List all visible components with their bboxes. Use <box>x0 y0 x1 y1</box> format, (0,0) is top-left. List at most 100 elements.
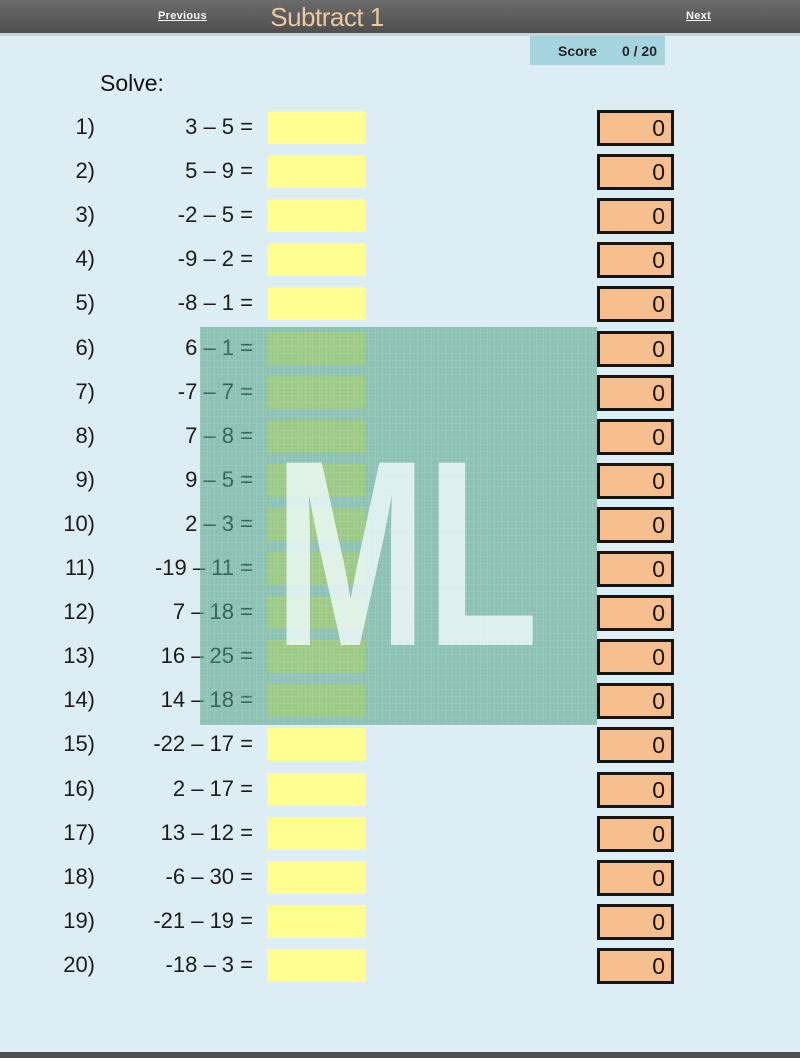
problem-number: 9) <box>75 466 95 492</box>
problem-expression: 13 – 12 = <box>160 819 253 845</box>
result-box: 0 <box>597 947 674 984</box>
problem-expression: 5 – 9 = <box>185 158 253 184</box>
result-box: 0 <box>597 242 674 279</box>
answer-input[interactable] <box>267 419 366 453</box>
score-value: 0 / 20 <box>621 42 657 59</box>
problem-row: 10) 2 – 3 = 0 <box>0 506 800 543</box>
problem-row: 18) -6 – 30 = 0 <box>0 859 800 896</box>
answer-input[interactable] <box>267 948 366 982</box>
problem-expression: -9 – 2 = <box>177 246 253 272</box>
problem-number: 3) <box>75 202 95 228</box>
problem-row: 11) -19 – 11 = 0 <box>0 551 800 587</box>
answer-input[interactable] <box>267 507 366 541</box>
score-panel: Score 0 / 20 <box>530 36 665 65</box>
answer-input[interactable] <box>267 155 366 189</box>
problem-number: 13) <box>63 643 95 669</box>
problem-row: 8) 7 – 8 = 0 <box>0 418 800 455</box>
answer-input[interactable] <box>267 772 366 806</box>
result-box: 0 <box>597 815 674 852</box>
problem-expression: -21 – 19 = <box>153 907 253 933</box>
problem-expression: 7 – 8 = <box>185 422 253 448</box>
problem-number: 10) <box>63 510 95 536</box>
page-title: Subtract 1 <box>270 2 384 32</box>
result-box: 0 <box>597 595 674 632</box>
answer-input[interactable] <box>267 111 366 144</box>
next-button[interactable]: Next <box>686 10 712 22</box>
result-box: 0 <box>597 110 674 146</box>
problem-row: 15) -22 – 17 = 0 <box>0 727 800 764</box>
problem-expression: 7 – 18 = <box>172 599 253 625</box>
answer-input[interactable] <box>267 243 366 277</box>
problem-number: 2) <box>75 158 95 184</box>
problem-expression: 14 – 18 = <box>160 687 253 713</box>
result-box: 0 <box>597 506 674 543</box>
solve-heading: Solve: <box>100 70 164 96</box>
result-box: 0 <box>597 727 674 764</box>
result-box: 0 <box>597 462 674 499</box>
answer-input[interactable] <box>267 728 366 762</box>
problem-expression: -8 – 1 = <box>177 290 253 316</box>
problem-number: 14) <box>63 687 95 713</box>
answer-input[interactable] <box>267 463 366 497</box>
problem-row: 16) 2 – 17 = 0 <box>0 771 800 808</box>
answer-input[interactable] <box>267 331 366 365</box>
problem-row: 4) -9 – 2 = 0 <box>0 242 800 279</box>
problem-row: 1) 3 – 5 = 0 <box>0 110 800 146</box>
problem-row: 19) -21 – 19 = 0 <box>0 903 800 940</box>
problem-number: 18) <box>63 863 95 889</box>
problem-expression: -22 – 17 = <box>153 731 253 757</box>
answer-input[interactable] <box>267 684 366 718</box>
problem-expression: -2 – 5 = <box>177 202 253 228</box>
problem-number: 4) <box>75 246 95 272</box>
score-label: Score <box>558 42 597 59</box>
problem-row: 3) -2 – 5 = 0 <box>0 198 800 235</box>
header-bar: Previous Subtract 1 Next <box>0 0 800 36</box>
problem-row: 12) 7 – 18 = 0 <box>0 595 800 632</box>
result-box: 0 <box>597 286 674 323</box>
problem-row: 14) 14 – 18 = 0 <box>0 683 800 720</box>
result-box: 0 <box>597 154 674 191</box>
problem-row: 7) -7 – 7 = 0 <box>0 374 800 411</box>
problem-number: 17) <box>63 819 95 845</box>
problem-number: 5) <box>75 290 95 316</box>
problem-expression: 2 – 17 = <box>172 775 253 801</box>
footer-bar <box>0 1052 800 1058</box>
problem-expression: 16 – 25 = <box>160 643 253 669</box>
previous-button[interactable]: Previous <box>158 10 207 22</box>
result-box: 0 <box>597 859 674 896</box>
problem-number: 8) <box>75 422 95 448</box>
problem-row: 5) -8 – 1 = 0 <box>0 286 800 323</box>
problem-expression: -6 – 30 = <box>165 863 253 889</box>
problem-expression: 9 – 5 = <box>185 466 253 492</box>
result-box: 0 <box>597 639 674 676</box>
problem-number: 6) <box>75 334 95 360</box>
answer-input[interactable] <box>267 552 366 585</box>
problem-number: 7) <box>75 378 95 404</box>
answer-input[interactable] <box>267 640 366 674</box>
problem-number: 16) <box>63 775 95 801</box>
result-box: 0 <box>597 330 674 367</box>
problem-expression: -19 – 11 = <box>154 555 253 580</box>
result-box: 0 <box>597 551 674 587</box>
problem-number: 15) <box>63 731 95 757</box>
problem-row: 17) 13 – 12 = 0 <box>0 815 800 852</box>
answer-input[interactable] <box>267 816 366 850</box>
problem-row: 13) 16 – 25 = 0 <box>0 639 800 676</box>
problem-number: 11) <box>64 555 95 580</box>
result-box: 0 <box>597 198 674 235</box>
result-box: 0 <box>597 418 674 455</box>
answer-input[interactable] <box>267 287 366 321</box>
problem-row: 9) 9 – 5 = 0 <box>0 462 800 499</box>
answer-input[interactable] <box>267 199 366 233</box>
problem-row: 20) -18 – 3 = 0 <box>0 947 800 984</box>
answer-input[interactable] <box>267 860 366 894</box>
result-box: 0 <box>597 903 674 940</box>
result-box: 0 <box>597 683 674 720</box>
problem-row: 2) 5 – 9 = 0 <box>0 154 800 191</box>
answer-input[interactable] <box>267 596 366 630</box>
answer-input[interactable] <box>267 375 366 409</box>
problem-number: 20) <box>63 951 95 977</box>
problem-number: 12) <box>63 599 95 625</box>
answer-input[interactable] <box>267 904 366 938</box>
problem-expression: -18 – 3 = <box>165 951 253 977</box>
